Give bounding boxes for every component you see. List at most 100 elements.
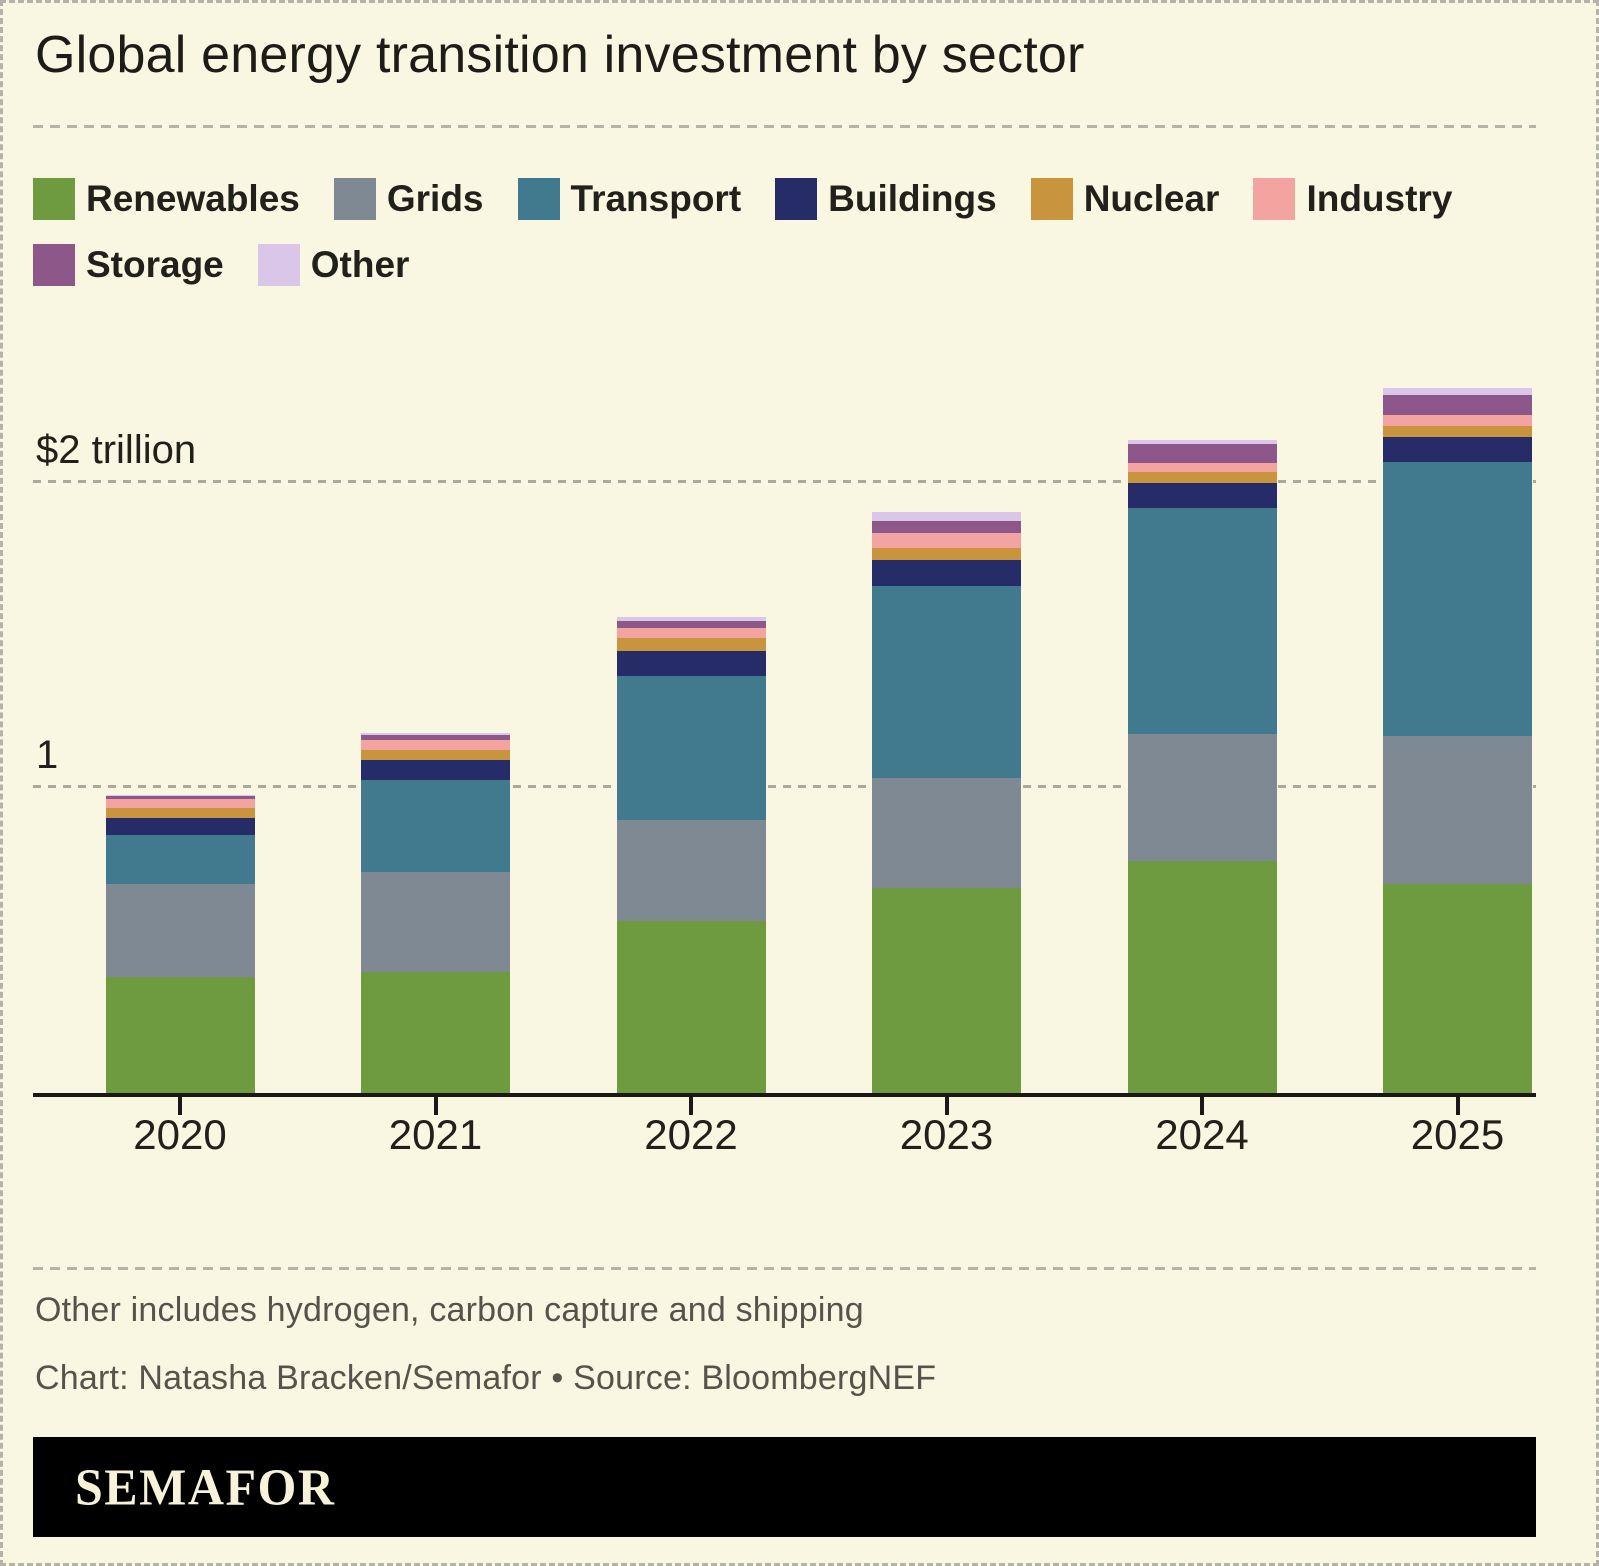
legend-item-nuclear: Nuclear (1030, 178, 1220, 220)
footer-separator (33, 1267, 1536, 1270)
bar-segment-buildings-2021 (361, 759, 510, 780)
bar-segment-other-2023 (872, 512, 1021, 522)
bar-segment-buildings-2024 (1127, 482, 1277, 508)
legend-swatch-industry (1253, 178, 1296, 220)
bar-segment-storage-2020 (105, 795, 255, 799)
bar-segment-buildings-2022 (616, 651, 766, 677)
y-axis-label-1t: 1 (36, 733, 59, 777)
bar-2025 (1383, 387, 1532, 1093)
legend-label: Buildings (828, 178, 997, 219)
x-axis-label-2022: 2022 (644, 1111, 738, 1158)
legend-swatch-storage (33, 244, 75, 286)
bar-segment-buildings-2020 (105, 817, 255, 835)
bar-segment-nuclear-2021 (361, 749, 510, 760)
legend-label: Transport (570, 178, 742, 219)
bar-segment-industry-2021 (361, 739, 510, 750)
x-axis-tick-2023 (944, 1097, 949, 1115)
title-separator (33, 125, 1536, 128)
legend-item-storage: Storage (33, 244, 224, 286)
bar-2020 (105, 794, 255, 1093)
legend-swatch-transport (517, 178, 560, 220)
bar-segment-renewables-2022 (616, 920, 766, 1093)
legend-swatch-nuclear (1030, 178, 1073, 220)
page-title: Global energy transition investment by s… (35, 26, 1085, 84)
bar-segment-industry-2023 (872, 533, 1021, 548)
x-axis-label-2021: 2021 (388, 1111, 483, 1158)
bar-segment-renewables-2020 (105, 977, 255, 1093)
bar-segment-grids-2020 (105, 884, 255, 978)
x-axis-label-2024: 2024 (1155, 1111, 1249, 1158)
bar-segment-industry-2024 (1127, 462, 1277, 472)
y-axis-label-2t: $2 trillion (36, 428, 197, 472)
plot-area: $2 trillion 1 (33, 352, 1536, 1115)
bar-segment-storage-2022 (616, 620, 766, 628)
legend-item-renewables: Renewables (33, 178, 300, 220)
x-axis-tick-2022 (689, 1097, 693, 1115)
legend-label: Storage (86, 244, 224, 285)
x-axis-tick-2020 (178, 1097, 182, 1115)
legend-label: Renewables (86, 178, 300, 219)
bar-segment-industry-2025 (1383, 414, 1532, 426)
bar-segment-grids-2025 (1383, 735, 1532, 884)
legend-label: Grids (386, 178, 484, 219)
bar-segment-renewables-2024 (1127, 860, 1277, 1093)
bar-2021 (361, 733, 510, 1093)
bar-segment-other-2024 (1127, 439, 1277, 444)
bar-segment-transport-2024 (1127, 507, 1277, 734)
bar-segment-industry-2020 (105, 798, 255, 808)
bar-segment-transport-2020 (105, 835, 255, 885)
bar-segment-transport-2023 (872, 585, 1021, 778)
legend-item-grids: Grids (333, 178, 484, 220)
footnote: Other includes hydrogen, carbon capture … (35, 1291, 864, 1329)
x-axis-label-2020: 2020 (133, 1111, 227, 1158)
bar-segment-other-2022 (616, 616, 766, 621)
legend-label: Industry (1306, 178, 1453, 219)
bar-segment-other-2021 (361, 733, 510, 735)
bar-2024 (1127, 439, 1277, 1093)
bar-segment-other-2025 (1383, 387, 1532, 395)
legend-label: Nuclear (1083, 178, 1220, 219)
bar-2023 (872, 512, 1021, 1093)
x-axis-label-2025: 2025 (1410, 1111, 1505, 1158)
bar-segment-transport-2021 (361, 779, 510, 872)
bar-segment-industry-2022 (616, 627, 766, 638)
bar-segment-storage-2024 (1127, 443, 1277, 463)
bar-segment-nuclear-2025 (1383, 425, 1532, 437)
bar-segment-transport-2025 (1383, 461, 1532, 736)
bar-segment-nuclear-2024 (1127, 471, 1277, 483)
x-axis-line (33, 1093, 1536, 1097)
bar-segment-nuclear-2022 (616, 637, 766, 652)
bar-segment-storage-2025 (1383, 394, 1532, 415)
legend-item-buildings: Buildings (775, 178, 997, 220)
x-axis-labels: 2020 2021 2022 2023 2024 2025 (33, 1111, 1536, 1163)
legend-swatch-other (257, 244, 300, 286)
semafor-logo: SEMAFOR (75, 1457, 336, 1517)
bar-segment-renewables-2023 (872, 888, 1021, 1093)
bar-segment-grids-2021 (361, 871, 510, 972)
bar-segment-grids-2023 (872, 777, 1021, 889)
bar-segment-buildings-2023 (872, 559, 1021, 586)
semafor-logo-bar: SEMAFOR (33, 1437, 1536, 1537)
legend-swatch-buildings (775, 178, 818, 220)
bar-segment-other-2020 (105, 794, 255, 796)
legend-label: Other (310, 244, 410, 285)
bar-segment-renewables-2021 (361, 971, 510, 1093)
bar-segment-renewables-2025 (1383, 883, 1532, 1093)
x-axis-tick-2024 (1200, 1097, 1204, 1115)
x-axis-tick-2021 (433, 1097, 438, 1115)
bar-segment-buildings-2025 (1383, 436, 1532, 462)
bar-segment-nuclear-2020 (105, 807, 255, 818)
bar-segment-transport-2022 (616, 676, 766, 821)
legend-item-industry: Industry (1253, 178, 1452, 220)
gridline-1t (33, 785, 1536, 788)
legend-swatch-renewables (33, 178, 75, 220)
legend-item-transport: Transport (517, 178, 742, 220)
bar-2022 (616, 616, 766, 1093)
bar-segment-grids-2022 (616, 820, 766, 921)
credit-line: Chart: Natasha Bracken/Semafor • Source:… (35, 1359, 937, 1397)
bar-segment-nuclear-2023 (872, 548, 1021, 560)
bar-segment-grids-2024 (1127, 733, 1277, 861)
gridline-2t (33, 480, 1536, 483)
legend-item-other: Other (257, 244, 410, 286)
